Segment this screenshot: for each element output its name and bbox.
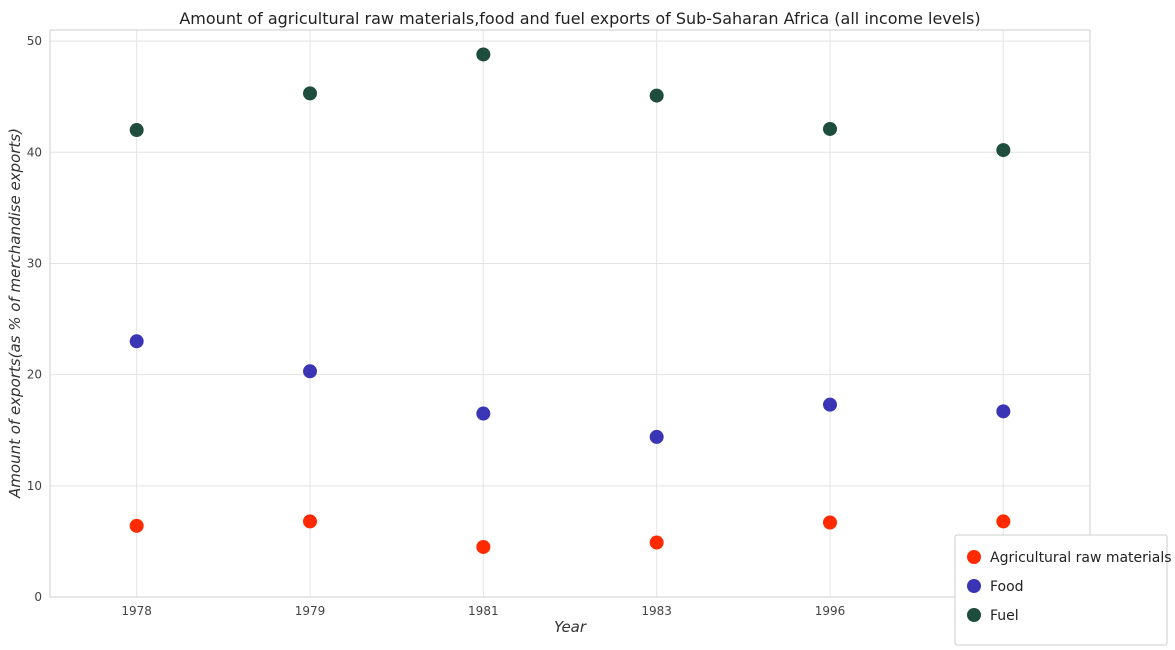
x-tick-label: 1983 [641, 604, 672, 618]
legend-marker [967, 579, 981, 593]
plot-frame [49, 29, 1091, 598]
x-tick-label: 1981 [468, 604, 499, 618]
x-axis-label: Year [554, 618, 587, 636]
point-agricultural-raw-materials-1996 [823, 515, 837, 530]
legend-box [954, 534, 1168, 646]
data-points [129, 47, 1011, 554]
y-tick-label: 0 [34, 590, 42, 604]
x-tick-label: 1978 [121, 604, 152, 618]
y-tick-label: 20 [27, 368, 42, 382]
point-food-1981 [476, 406, 491, 421]
point-food-1978 [129, 334, 144, 349]
legend-label: Agricultural raw materials [990, 550, 1172, 566]
point-fuel-1979 [303, 86, 317, 101]
point-fuel-1996 [823, 121, 837, 136]
y-tick-label: 50 [27, 34, 42, 48]
point-agricultural-raw-materials-1983 [649, 535, 664, 550]
point-fuel-1983 [649, 88, 664, 103]
point-fuel-1997 [996, 143, 1011, 158]
point-food-1979 [303, 364, 317, 379]
legend-marker [967, 550, 981, 564]
y-tick-label: 30 [27, 256, 42, 270]
gridlines [50, 30, 1090, 598]
point-food-1996 [823, 397, 837, 412]
x-axis: 197819791981198319961997 [121, 604, 1018, 618]
point-food-1997 [996, 404, 1011, 419]
y-axis-label: Amount of exports(as % of merchandise ex… [6, 128, 24, 499]
point-fuel-1978 [129, 123, 144, 138]
legend: Agricultural raw materials Food Fuel [954, 534, 1172, 646]
point-agricultural-raw-materials-1979 [303, 514, 317, 529]
point-agricultural-raw-materials-1978 [129, 518, 144, 533]
y-tick-label: 10 [27, 479, 42, 493]
legend-marker [967, 608, 981, 622]
y-axis: 0 10 20 30 40 50 [27, 34, 42, 604]
point-food-1983 [649, 429, 664, 444]
x-tick-label: 1996 [815, 604, 846, 618]
point-agricultural-raw-materials-1997 [996, 514, 1011, 529]
legend-label: Fuel [990, 608, 1019, 624]
y-tick-label: 40 [27, 145, 42, 159]
legend-label: Food [990, 579, 1024, 595]
point-agricultural-raw-materials-1981 [476, 539, 491, 554]
point-fuel-1981 [476, 47, 491, 62]
chart-title: Amount of agricultural raw materials,foo… [179, 9, 980, 28]
x-tick-label: 1979 [295, 604, 326, 618]
